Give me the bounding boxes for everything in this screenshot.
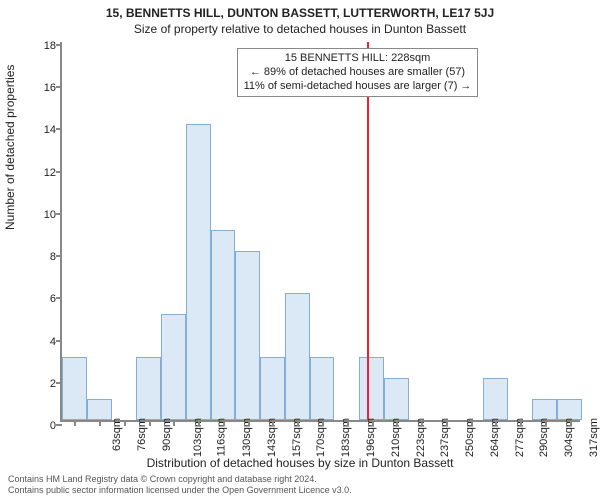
bar: [161, 314, 186, 420]
x-tick-mark: [347, 420, 349, 426]
x-tick-mark: [495, 420, 497, 426]
x-tick-mark: [421, 420, 423, 426]
x-tick-label: 63sqm: [111, 418, 123, 451]
plot-area: 15 BENNETTS HILL: 228sqm ← 89% of detach…: [60, 42, 580, 422]
y-tick: 6: [26, 293, 56, 305]
callout-line-2: ← 89% of detached houses are smaller (57…: [244, 66, 472, 80]
bar: [532, 399, 557, 420]
y-axis-label: Number of detached properties: [3, 65, 17, 230]
y-tick: 14: [26, 124, 56, 136]
x-tick-label: 76sqm: [136, 418, 148, 451]
x-tick-label: 116sqm: [216, 418, 228, 456]
bar: [310, 357, 335, 420]
reference-line: [367, 42, 369, 420]
y-tick: 18: [26, 40, 56, 52]
x-tick-mark: [248, 420, 250, 426]
bar: [483, 378, 508, 420]
bar: [136, 357, 161, 420]
title-sub: Size of property relative to detached ho…: [0, 22, 600, 36]
bar: [384, 378, 409, 420]
x-tick-mark: [446, 420, 448, 426]
x-tick-label: 90sqm: [161, 418, 173, 451]
x-tick-mark: [223, 420, 225, 426]
bar: [260, 357, 285, 420]
y-tick: 12: [26, 167, 56, 179]
y-tick: 2: [26, 378, 56, 390]
title-block: 15, BENNETTS HILL, DUNTON BASSETT, LUTTE…: [0, 0, 600, 36]
bar: [235, 251, 260, 420]
x-tick-mark: [149, 420, 151, 426]
footer-line-2: Contains public sector information licen…: [8, 485, 352, 496]
callout-line-1: 15 BENNETTS HILL: 228sqm: [244, 52, 472, 66]
chart-container: 15, BENNETTS HILL, DUNTON BASSETT, LUTTE…: [0, 0, 600, 500]
x-tick-mark: [396, 420, 398, 426]
x-tick-label: 317sqm: [588, 418, 600, 457]
y-tick: 4: [26, 336, 56, 348]
x-tick-mark: [570, 420, 572, 426]
bar: [186, 124, 211, 420]
bar: [211, 230, 236, 420]
x-tick-mark: [372, 420, 374, 426]
callout-line-3: 11% of semi-detached houses are larger (…: [244, 80, 472, 94]
callout-box: 15 BENNETTS HILL: 228sqm ← 89% of detach…: [237, 48, 479, 97]
x-tick-mark: [173, 420, 175, 426]
bar: [285, 293, 310, 420]
y-tick: 0: [26, 420, 56, 432]
footer: Contains HM Land Registry data © Crown c…: [8, 474, 352, 497]
x-tick-mark: [198, 420, 200, 426]
y-tick: 16: [26, 82, 56, 94]
x-tick-mark: [297, 420, 299, 426]
x-tick-mark: [74, 420, 76, 426]
y-tick: 10: [26, 209, 56, 221]
bar: [62, 357, 87, 420]
x-tick-mark: [272, 420, 274, 426]
bar: [359, 357, 384, 420]
x-tick-mark: [520, 420, 522, 426]
x-axis-label: Distribution of detached houses by size …: [0, 456, 600, 470]
x-tick-mark: [99, 420, 101, 426]
x-tick-mark: [124, 420, 126, 426]
x-tick-mark: [471, 420, 473, 426]
title-main: 15, BENNETTS HILL, DUNTON BASSETT, LUTTE…: [0, 6, 600, 20]
bar: [557, 399, 582, 420]
x-tick-mark: [322, 420, 324, 426]
footer-line-1: Contains HM Land Registry data © Crown c…: [8, 474, 352, 485]
x-tick-mark: [545, 420, 547, 426]
bar: [87, 399, 112, 420]
bars-layer: [62, 42, 580, 420]
y-tick: 8: [26, 251, 56, 263]
